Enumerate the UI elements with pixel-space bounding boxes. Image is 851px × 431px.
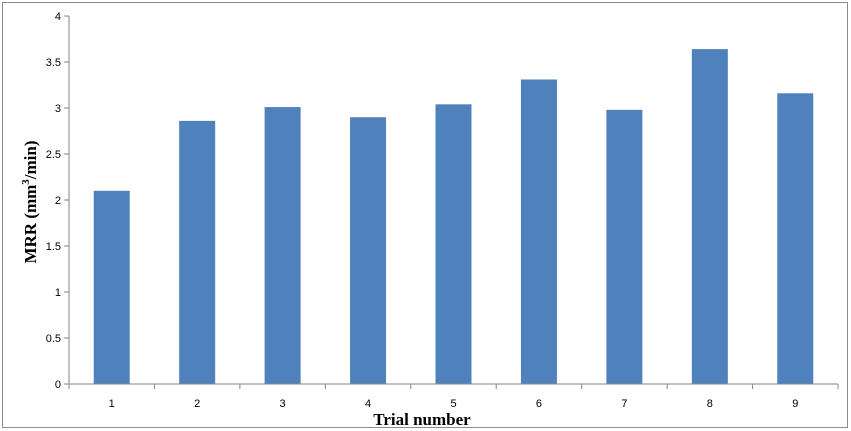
y-axis-title-prefix: MRR (mm — [21, 185, 40, 264]
bar-group — [93, 49, 814, 385]
y-tick-label: 2 — [55, 195, 61, 207]
bar-1 — [93, 190, 130, 384]
x-tick-label: 1 — [109, 398, 115, 410]
x-tick-label: 8 — [707, 398, 713, 410]
bar-2 — [179, 120, 216, 384]
x-axis-title: Trial number — [373, 410, 471, 429]
y-tick-labels: 0 0.5 1 1.5 2 2.5 3 3.5 4 — [46, 11, 69, 391]
y-tick-label: 0.5 — [46, 333, 61, 345]
y-axis-title-suffix: /min) — [21, 140, 40, 180]
y-tick-label: 3 — [55, 103, 61, 115]
y-tick-label: 3.5 — [46, 57, 61, 69]
x-tick-labels: 1 2 3 4 5 6 7 8 9 — [68, 384, 839, 410]
x-tick-label: 7 — [621, 398, 627, 410]
x-tick-label: 4 — [365, 398, 371, 410]
x-tick-label: 2 — [194, 398, 200, 410]
bar-9 — [777, 93, 814, 384]
x-tick-label: 5 — [450, 398, 456, 410]
y-tick-label: 4 — [55, 11, 61, 23]
y-tick-label: 1.5 — [46, 241, 61, 253]
bar-7 — [606, 109, 643, 384]
bar-4 — [350, 117, 387, 384]
y-tick-label: 2.5 — [46, 149, 61, 161]
bar-6 — [520, 79, 557, 384]
y-axis-title-superscript: 3 — [20, 179, 32, 185]
y-tick-label: 1 — [55, 287, 61, 299]
x-tick-label: 9 — [792, 398, 798, 410]
x-tick-label: 3 — [280, 398, 286, 410]
bar-5 — [435, 104, 472, 384]
bar-8 — [691, 49, 728, 385]
bar-3 — [264, 107, 301, 384]
x-tick-label: 6 — [536, 398, 542, 410]
y-axis-title: MRR (mm3/min) — [20, 140, 40, 263]
y-tick-label: 0 — [55, 379, 61, 391]
